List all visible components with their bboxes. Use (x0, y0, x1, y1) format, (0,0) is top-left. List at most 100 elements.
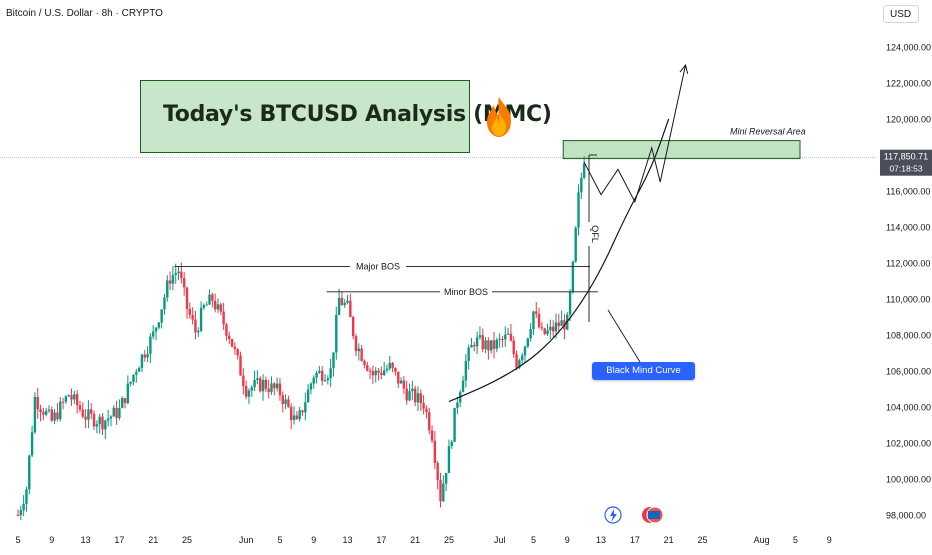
candle-body (481, 335, 484, 350)
candle-body (487, 340, 490, 351)
candle-body (413, 388, 417, 403)
candle-body (53, 412, 56, 421)
candle-body (354, 336, 358, 352)
candle-body (397, 371, 400, 384)
candle-body (267, 388, 270, 393)
x-tick-label: 17 (630, 535, 640, 545)
x-tick-label: 5 (531, 535, 536, 545)
y-tick-label: 98,000.00 (886, 511, 926, 521)
candle-body (194, 319, 197, 333)
candle-body (199, 307, 203, 331)
candle-body (501, 338, 504, 340)
candle-body (78, 405, 82, 410)
candle-body (442, 483, 445, 502)
candle-body (47, 409, 51, 411)
y-tick-label: 106,000.00 (886, 367, 931, 377)
candle-body (42, 411, 45, 415)
y-tick-label: 108,000.00 (886, 331, 931, 341)
candle-body (580, 177, 583, 193)
candle-body (256, 378, 259, 381)
candle-body (132, 374, 135, 382)
x-tick-label: 17 (376, 535, 386, 545)
candle-body (278, 383, 282, 396)
candle-body (202, 305, 206, 308)
candle-body (90, 409, 93, 414)
candle-body (290, 407, 293, 421)
candle-body (281, 395, 284, 405)
candle-body (123, 398, 127, 403)
candle-body (504, 334, 507, 340)
major-bos-label: Major BOS (356, 262, 400, 272)
candle-body (475, 337, 479, 347)
y-tick-label: 122,000.00 (886, 79, 931, 89)
candle-body (506, 333, 510, 335)
candle-body (430, 430, 434, 441)
candle-body (264, 379, 268, 389)
candle-body (560, 320, 563, 326)
candle-body (340, 297, 344, 306)
candle-body (408, 391, 411, 401)
candle-body (106, 418, 110, 421)
candle-body (419, 393, 422, 403)
candle-body (498, 338, 501, 340)
candle-body (275, 383, 279, 389)
qfl-label-bg (583, 222, 595, 246)
x-tick-label: 5 (277, 535, 282, 545)
candle-body (439, 480, 442, 502)
candle-body (73, 394, 76, 400)
candle-body (425, 408, 428, 413)
candle-body (532, 311, 535, 329)
candle-body (205, 304, 208, 306)
candle-body (222, 311, 225, 325)
candle-body (228, 335, 231, 340)
candle-body (259, 378, 262, 392)
candle-body (135, 371, 138, 375)
candle-body (385, 368, 389, 371)
candle-body (182, 278, 186, 288)
candle-body (81, 409, 84, 417)
candle-body (473, 344, 476, 347)
candle-body (394, 367, 397, 372)
candle-body (343, 302, 346, 306)
y-tick-label: 120,000.00 (886, 115, 931, 125)
candle-body (464, 360, 468, 381)
candle-body (287, 399, 290, 408)
candle-body (30, 432, 34, 456)
candle-body (239, 355, 242, 376)
candle-body (225, 324, 228, 336)
candle-body (335, 314, 338, 353)
candle-body (168, 280, 172, 284)
candle-body (33, 397, 37, 433)
candle-body (213, 300, 217, 310)
candle-body (368, 370, 372, 372)
candle-body (515, 354, 518, 368)
candle-body (28, 455, 31, 490)
x-tick-label: Aug (754, 535, 770, 545)
x-tick-label: 21 (148, 535, 158, 545)
candle-body (509, 333, 513, 341)
y-tick-label: 100,000.00 (886, 475, 931, 485)
candle-body (360, 348, 363, 361)
candle-body (137, 367, 141, 372)
candle-body (582, 163, 586, 178)
candle-body (36, 397, 39, 410)
candle-body (329, 368, 332, 379)
currency-button[interactable]: USD (883, 5, 919, 23)
candle-body (315, 372, 318, 378)
candle-body (326, 378, 330, 381)
candle-body (337, 297, 341, 315)
candle-body (382, 370, 386, 375)
candle-body (126, 383, 130, 403)
candle-body (101, 416, 104, 430)
candle-body (67, 395, 70, 397)
candle-body (143, 354, 146, 358)
minor-bos-label-bg (440, 284, 492, 299)
candle-body (98, 416, 101, 425)
curve-support-pointer (607, 309, 641, 363)
candle-body (236, 349, 239, 356)
y-tick-label: 104,000.00 (886, 403, 931, 413)
x-tick-label: 17 (114, 535, 124, 545)
candle-body (346, 300, 349, 303)
